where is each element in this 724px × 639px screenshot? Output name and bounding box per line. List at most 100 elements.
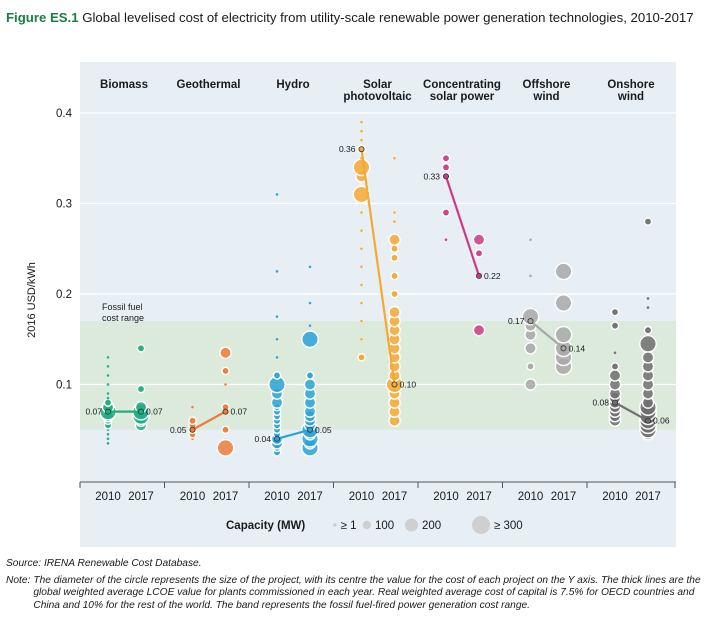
project-point xyxy=(275,337,279,342)
category-label: Biomass xyxy=(100,79,148,91)
legend-title: Capacity (MW) xyxy=(226,520,305,532)
project-point xyxy=(526,362,535,371)
weighted-average-line xyxy=(360,149,396,385)
project-point xyxy=(472,323,486,337)
category-label: Concentrating xyxy=(423,79,501,91)
category-label: solar power xyxy=(430,91,495,103)
project-point xyxy=(444,237,448,242)
project-point xyxy=(106,373,110,378)
project-point xyxy=(359,301,364,305)
project-point xyxy=(643,217,653,226)
fossil-band-label-line1: Fossil fuel xyxy=(102,302,143,312)
weighted-average-line xyxy=(276,428,311,440)
weighted-average-marker xyxy=(442,173,449,180)
x-tick-label: 2017 xyxy=(382,491,408,503)
y-axis: 0.1 0.2 0.3 0.4 2016 USD/kWh xyxy=(26,108,73,392)
weighted-average-line xyxy=(444,176,481,277)
project-point xyxy=(106,364,110,369)
project-points xyxy=(99,120,657,457)
project-point xyxy=(388,233,401,246)
legend-symbol xyxy=(333,523,337,527)
project-point xyxy=(106,391,110,396)
weighted-average-line xyxy=(614,401,649,422)
x-tick-label: 2017 xyxy=(551,491,577,503)
project-point xyxy=(308,323,312,328)
project-point xyxy=(275,355,279,360)
weighted-average-label: 0.08 xyxy=(592,398,609,408)
weighted-average-label: 0.07 xyxy=(85,407,102,417)
legend-label: ≥ 1 xyxy=(341,520,357,532)
project-point xyxy=(352,158,371,177)
project-point xyxy=(303,378,317,391)
project-point xyxy=(223,382,228,387)
project-point xyxy=(610,307,620,317)
project-point xyxy=(359,319,364,323)
y-tick-label: 0.2 xyxy=(56,289,72,301)
project-point xyxy=(359,129,364,133)
project-point xyxy=(301,330,319,349)
fossil-band-rect xyxy=(80,321,676,430)
project-point xyxy=(610,321,620,330)
category-label: wind xyxy=(532,91,559,103)
weighted-average-marker xyxy=(527,318,534,325)
project-point xyxy=(524,341,537,355)
weighted-average-marker xyxy=(137,408,144,415)
project-point xyxy=(646,296,650,301)
project-point xyxy=(190,405,195,409)
category-label: Onshore xyxy=(607,79,654,91)
project-point xyxy=(646,305,650,310)
project-point xyxy=(392,156,397,161)
weighted-average-label: 0.36 xyxy=(339,144,356,154)
project-point xyxy=(359,246,364,251)
category-label: Geothermal xyxy=(177,79,241,91)
weighted-average-label: 0.04 xyxy=(254,434,271,444)
project-point xyxy=(472,233,486,246)
project-point xyxy=(106,355,110,360)
weighted-average-marker xyxy=(306,426,313,433)
project-point xyxy=(106,396,110,400)
project-point xyxy=(554,262,573,281)
project-point xyxy=(390,271,399,281)
fossil-band-label-line2: cost range xyxy=(102,313,144,323)
project-point xyxy=(275,269,279,274)
category-label: photovoltaic xyxy=(343,91,412,103)
weighted-average-label: 0.06 xyxy=(653,416,670,426)
weighted-average-label: 0.05 xyxy=(170,425,187,435)
x-tick-label: 2010 xyxy=(95,491,121,503)
project-point xyxy=(188,416,197,426)
weighted-average-label: 0.07 xyxy=(231,407,248,417)
weighted-average-marker xyxy=(475,272,482,279)
y-tick-label: 0.1 xyxy=(56,380,72,392)
weighted-average-label: 0.14 xyxy=(569,343,586,353)
figure-label: Figure ES.1 xyxy=(6,10,79,25)
weighted-average-line xyxy=(191,410,227,431)
weighted-average-marker xyxy=(560,345,567,352)
project-point xyxy=(613,351,617,355)
weighted-average-marker xyxy=(391,381,398,388)
weighted-average-marker xyxy=(105,408,112,415)
legend-label: 200 xyxy=(422,520,441,532)
project-point xyxy=(554,294,573,312)
project-point xyxy=(275,314,279,319)
project-point xyxy=(610,362,620,371)
project-point xyxy=(388,305,401,319)
project-point xyxy=(221,366,230,376)
project-point xyxy=(643,325,653,335)
project-point xyxy=(359,283,364,287)
capacity-legend: Capacity (MW) ≥ 1 100 200 ≥ 300 xyxy=(226,516,523,534)
figure-title: Figure ES.1 Global levelised cost of ele… xyxy=(6,8,706,27)
project-point xyxy=(639,334,657,353)
project-point xyxy=(359,210,364,215)
project-point xyxy=(352,185,371,204)
project-point xyxy=(554,325,573,344)
x-tick-label: 2017 xyxy=(466,491,492,503)
note-text: The diameter of the circle represents th… xyxy=(33,574,701,611)
category-label: Solar xyxy=(363,79,392,91)
project-point xyxy=(357,353,366,362)
legend-symbol xyxy=(405,518,418,532)
project-point xyxy=(641,351,655,364)
y-tick-label: 0.4 xyxy=(56,108,73,120)
project-point xyxy=(390,244,399,254)
x-tick-label: 2010 xyxy=(349,491,375,503)
